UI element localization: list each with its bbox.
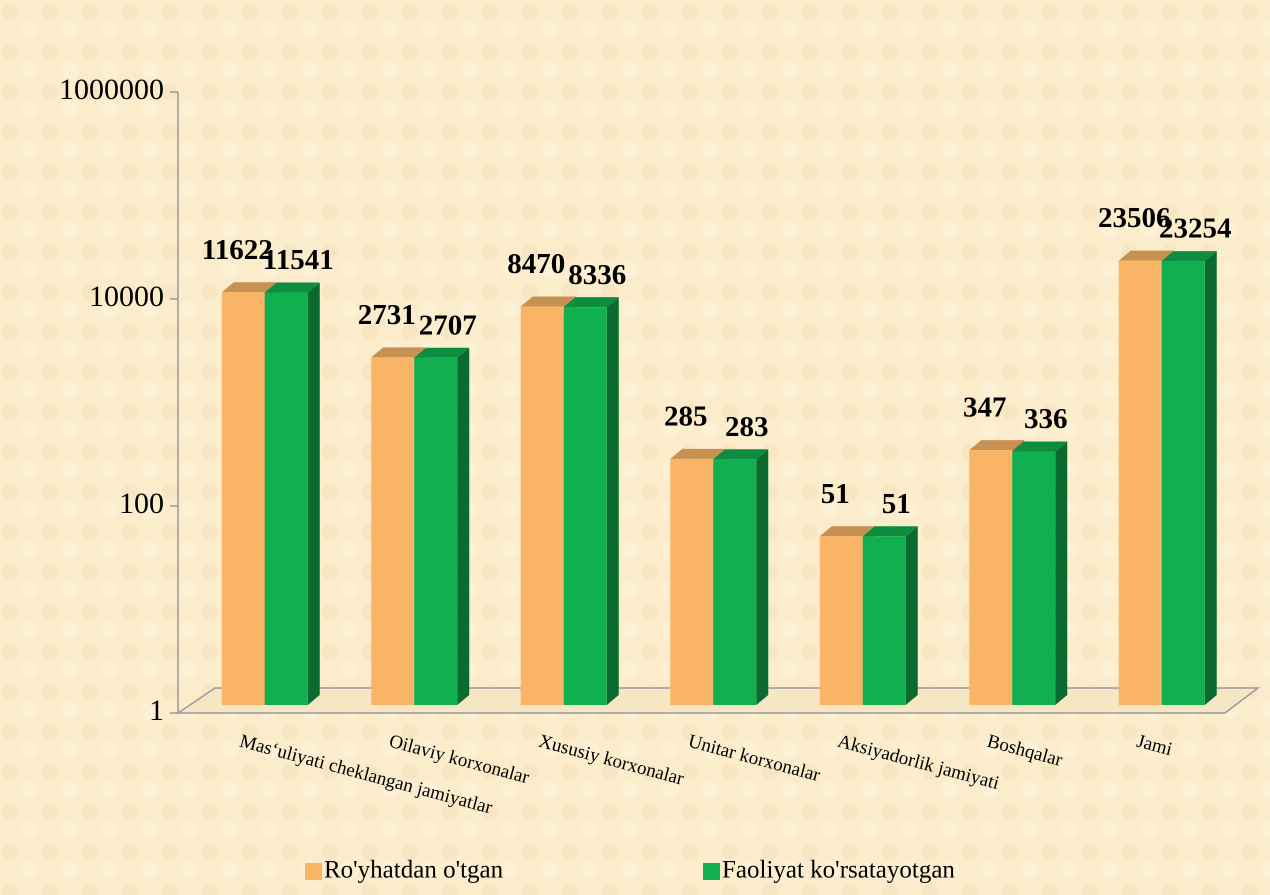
data-label: 11622: [202, 234, 273, 266]
bar-top: [520, 296, 576, 307]
data-label: 8336: [568, 259, 626, 291]
bar-front: [713, 459, 757, 705]
bar-top: [414, 347, 470, 358]
data-label: 23254: [1159, 213, 1232, 245]
bar-side: [1055, 441, 1068, 705]
y-tick-label: 1: [149, 694, 164, 727]
bar: [563, 297, 619, 705]
bar-top: [670, 448, 726, 459]
data-label: 347: [963, 392, 1007, 424]
data-label: 336: [1024, 403, 1068, 435]
bar-front: [969, 450, 1013, 705]
data-label: 8470: [507, 248, 565, 280]
data-label: 11541: [263, 244, 334, 276]
bar: [414, 347, 470, 705]
legend-marker: [305, 863, 322, 880]
bar: [862, 526, 918, 705]
bar-top: [221, 282, 277, 293]
data-label: 2707: [419, 309, 477, 341]
bar-top: [862, 526, 918, 537]
bar-side: [905, 526, 918, 705]
y-tick-label: 1000000: [59, 73, 164, 106]
bar-side: [307, 282, 320, 705]
y-tick-label: 10000: [89, 280, 164, 313]
bar-front: [670, 458, 714, 705]
bar: [264, 282, 320, 705]
bar: [1012, 441, 1068, 705]
bar-front: [563, 307, 607, 705]
data-label: 51: [821, 478, 850, 510]
data-label: 283: [725, 411, 769, 443]
data-label: 51: [882, 488, 911, 520]
data-label: 285: [664, 401, 708, 433]
bar-front: [862, 536, 906, 705]
bar-top: [1161, 251, 1217, 262]
legend-label: Faoliyat ko'rsatayotgan: [722, 857, 955, 884]
bar-front: [1118, 260, 1162, 705]
bar-front: [221, 292, 265, 705]
bar-top: [371, 347, 427, 358]
bar-front: [1161, 261, 1205, 705]
bar-side: [457, 347, 470, 705]
bar-top: [264, 282, 320, 293]
bar-top: [1012, 441, 1068, 452]
data-label: 2731: [358, 299, 416, 331]
bar-top: [969, 440, 1025, 451]
y-tick-label: 100: [119, 487, 164, 520]
data-label: 23506: [1098, 202, 1171, 234]
bar-top: [1118, 250, 1174, 261]
legend-label: Ro'yhatdan o'tgan: [324, 857, 504, 884]
bar-side: [606, 297, 619, 705]
bar-front: [1012, 451, 1056, 705]
bar-front: [520, 306, 564, 705]
bar-top: [819, 526, 875, 537]
bar-top: [713, 449, 769, 460]
bar: [1161, 251, 1217, 705]
bar-side: [756, 449, 769, 705]
bar-front: [371, 357, 415, 705]
bar-front: [414, 357, 458, 705]
legend-marker: [703, 863, 720, 880]
bar-side: [1204, 251, 1217, 705]
bar-front: [819, 536, 863, 705]
bar-top: [563, 297, 619, 308]
bar-front: [264, 292, 308, 705]
bar: [713, 449, 769, 705]
